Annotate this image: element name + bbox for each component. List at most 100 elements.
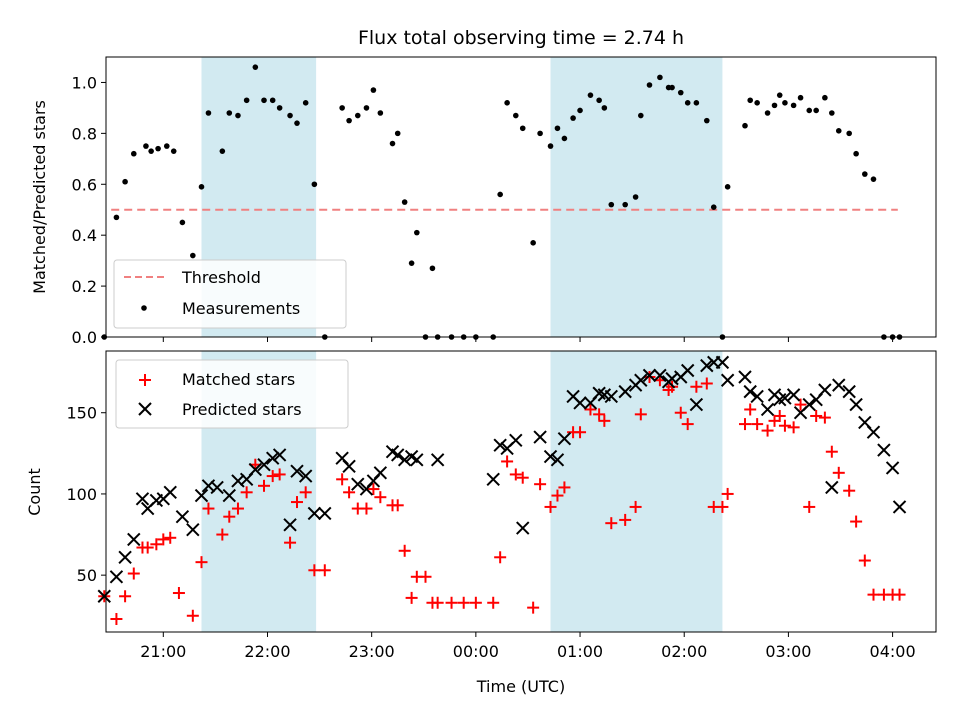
measurement-point [747,97,754,104]
x-tick-label: 21:00 [140,642,186,661]
predicted-star-point [257,457,271,472]
top-y-axis-title: Matched/Predicted stars [30,100,49,294]
matched-star-point [284,536,297,549]
measurement-point [776,92,783,98]
matched-star-point [240,486,253,499]
predicted-star-point [430,453,445,467]
measurement-point [587,92,594,98]
measurement-point [561,135,568,142]
matched-star-point [367,483,380,496]
predicted-star-point [533,430,547,444]
measurement-point [252,64,259,70]
x-tick-label: 23:00 [349,642,395,661]
measurement-point [853,150,859,157]
matched-star-point [195,556,208,569]
measurement-point [155,145,161,152]
matched-star-point [119,590,132,603]
y-tick-label: 1.0 [72,73,97,92]
predicted-star-point [743,384,757,399]
matched-star-point [299,486,312,499]
matched-star-point [231,502,244,515]
x-tick-label: 02:00 [661,642,707,661]
measurement-point [742,122,748,129]
measurement-point [724,184,731,190]
predicted-star-point [832,378,846,392]
measurement-point [261,97,267,104]
measurement-point [219,148,226,154]
predicted-star-point [97,589,111,603]
predicted-star-point [885,461,900,475]
measurement-point [822,94,828,101]
matched-star-point [157,533,170,546]
measurement-point [813,107,819,114]
matched-star-point [216,528,229,541]
matched-star-point [127,567,140,580]
matched-star-point [778,419,791,432]
measurement-point [710,204,717,210]
measurement-point [703,117,710,124]
measurement-point [797,94,804,101]
matched-star-point [457,596,470,609]
matched-star-point [867,588,880,601]
predicted-star-point [109,570,124,584]
measurement-point [771,102,778,109]
predicted-star-point [493,438,507,452]
predicted-star-point [738,370,752,384]
x-tick-label: 00:00 [453,642,499,661]
measurement-point [596,97,602,104]
measurement-point [608,201,615,208]
top-x-axis-ticks [162,337,894,342]
predicted-star-point [222,488,236,503]
predicted-star-point [373,466,388,480]
predicted-star-point [818,383,832,397]
measurement-point [408,260,415,266]
matched-star-point [544,500,557,513]
matched-star-point [186,609,199,622]
matched-star-point [405,591,418,604]
predicted-star-point [298,469,313,483]
bottom-x-axis-ticks: 21:00 22:00 23:00 00:00 01:00 02:00 03:00 04:00 [140,632,916,661]
y-tick-label: 0.2 [72,277,97,296]
matched-star-point [527,601,540,614]
matched-star-point [202,502,215,515]
measurement-point [677,89,684,96]
predicted-star-point [642,368,657,383]
measurement-point [530,240,536,246]
matched-star-point [738,418,751,431]
matched-star-point [751,418,764,431]
matched-star-point [744,403,757,416]
measurement-point [302,100,309,106]
predicted-star-point [391,448,405,462]
matched-star-point [681,418,694,431]
predicted-star-point [135,492,150,506]
predicted-star-point [163,485,177,500]
matched-star-point [501,455,514,468]
predicted-star-point [653,368,667,383]
matched-star-point [605,517,618,530]
measurement-point [862,171,868,177]
measurement-point [370,87,377,93]
matched-star-point [773,409,786,422]
measurement-point [497,191,503,198]
predicted-star-point [760,402,775,417]
measurement-point [339,105,345,111]
legend-measurements-label: Measurements [182,299,300,318]
predicted-star-point [550,453,565,467]
matched-star-point [266,470,279,483]
measurement-point [519,125,526,132]
matched-star-point [258,479,271,492]
measurement-point [570,115,576,121]
measurement-point [179,219,186,226]
measurement-point [276,105,283,111]
matched-star-point [308,564,321,577]
predicted-star-point [283,518,297,532]
predicted-star-point [715,355,730,370]
predicted-star-point [892,500,907,514]
matched-star-point [893,588,906,601]
measurement-point [243,97,250,104]
measurement-point [537,130,543,137]
measurement-point [764,110,771,116]
predicted-star-point [318,506,332,521]
predicted-star-point [397,453,412,467]
